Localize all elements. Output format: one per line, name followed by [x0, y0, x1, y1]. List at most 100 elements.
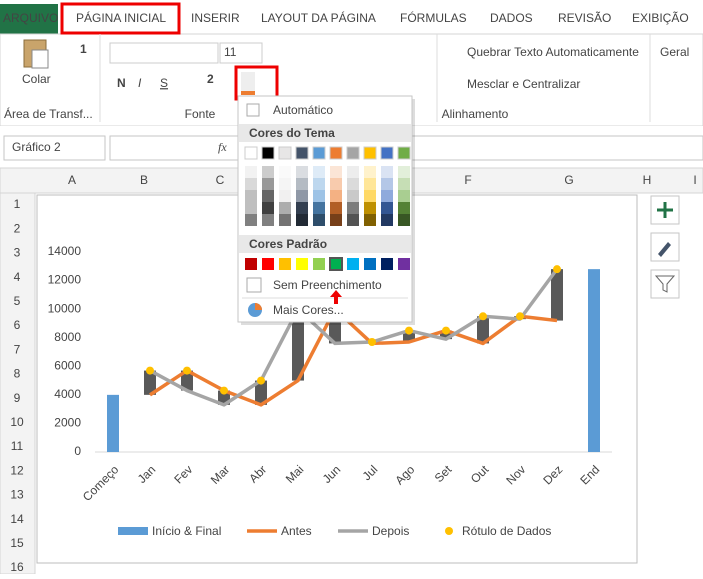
- formula-label: fx: [218, 140, 227, 154]
- theme-shade-swatch[interactable]: [364, 178, 376, 190]
- standard-swatch[interactable]: [279, 258, 291, 270]
- theme-shade-swatch[interactable]: [245, 166, 257, 178]
- ribbon-tab[interactable]: DADOS: [490, 11, 533, 25]
- row-header: 11: [11, 439, 24, 453]
- ribbon-tab[interactable]: ARQUIVO: [3, 11, 58, 25]
- theme-swatch[interactable]: [346, 146, 360, 160]
- theme-shade-swatch[interactable]: [296, 166, 308, 178]
- theme-shade-swatch[interactable]: [245, 202, 257, 214]
- standard-swatch[interactable]: [313, 258, 325, 270]
- theme-shade-swatch[interactable]: [330, 190, 342, 202]
- automatic-swatch: [246, 103, 260, 117]
- theme-swatch[interactable]: [329, 146, 343, 160]
- theme-shade-swatch[interactable]: [313, 202, 325, 214]
- theme-shade-swatch[interactable]: [381, 178, 393, 190]
- underline-button[interactable]: S: [160, 76, 168, 90]
- data-label-dot: [405, 326, 413, 335]
- standard-swatch[interactable]: [364, 258, 376, 270]
- theme-shade-swatch[interactable]: [364, 214, 376, 226]
- theme-shade-swatch[interactable]: [262, 214, 274, 226]
- theme-swatch[interactable]: [261, 146, 275, 160]
- theme-swatch[interactable]: [278, 146, 292, 160]
- theme-shade-swatch[interactable]: [313, 178, 325, 190]
- theme-shade-swatch[interactable]: [313, 190, 325, 202]
- font-size[interactable]: 11: [224, 45, 237, 59]
- theme-shade-swatch[interactable]: [364, 166, 376, 178]
- theme-shade-swatch[interactable]: [296, 178, 308, 190]
- fill-color-button[interactable]: [241, 72, 255, 94]
- y-tick-label: 14000: [48, 244, 82, 258]
- ribbon-tab[interactable]: INSERIR: [191, 11, 240, 25]
- theme-shade-swatch[interactable]: [398, 178, 410, 190]
- theme-shade-swatch[interactable]: [279, 202, 291, 214]
- automatic-option[interactable]: Automático: [273, 103, 333, 117]
- no-fill-option[interactable]: Sem Preenchimento: [273, 278, 382, 292]
- theme-shade-swatch[interactable]: [313, 166, 325, 178]
- theme-shade-swatch[interactable]: [296, 202, 308, 214]
- standard-swatch[interactable]: [398, 258, 410, 270]
- ribbon-tab[interactable]: REVISÃO: [558, 11, 611, 25]
- theme-shade-swatch[interactable]: [330, 178, 342, 190]
- theme-shade-swatch[interactable]: [381, 202, 393, 214]
- name-box[interactable]: [3, 135, 106, 161]
- theme-shade-swatch[interactable]: [279, 166, 291, 178]
- theme-swatch[interactable]: [244, 146, 258, 160]
- italic-button[interactable]: I: [138, 76, 142, 90]
- standard-swatch[interactable]: [381, 258, 393, 270]
- theme-shade-swatch[interactable]: [279, 214, 291, 226]
- theme-shade-swatch[interactable]: [364, 190, 376, 202]
- line-series: [149, 268, 559, 407]
- paste-label[interactable]: Colar: [22, 72, 51, 86]
- more-colors-option[interactable]: Mais Cores...: [273, 303, 344, 317]
- theme-swatch[interactable]: [295, 146, 309, 160]
- theme-shade-swatch[interactable]: [398, 190, 410, 202]
- theme-shade-swatch[interactable]: [381, 214, 393, 226]
- theme-swatch[interactable]: [363, 146, 377, 160]
- ribbon-tab[interactable]: LAYOUT DA PÁGINA: [261, 10, 376, 25]
- merge-button[interactable]: Mesclar e Centralizar: [467, 77, 580, 91]
- theme-shade-swatch[interactable]: [364, 202, 376, 214]
- font-name-box[interactable]: [109, 42, 219, 64]
- theme-shade-swatch[interactable]: [347, 202, 359, 214]
- theme-shade-swatch[interactable]: [398, 214, 410, 226]
- ribbon-tab[interactable]: FÓRMULAS: [400, 10, 467, 25]
- theme-shade-swatch[interactable]: [262, 166, 274, 178]
- standard-swatch[interactable]: [296, 258, 308, 270]
- theme-shade-swatch[interactable]: [313, 214, 325, 226]
- theme-swatch[interactable]: [397, 146, 411, 160]
- theme-shade-swatch[interactable]: [330, 202, 342, 214]
- theme-shade-swatch[interactable]: [330, 166, 342, 178]
- theme-swatch[interactable]: [312, 146, 326, 160]
- theme-shade-swatch[interactable]: [398, 166, 410, 178]
- theme-shade-swatch[interactable]: [279, 190, 291, 202]
- ribbon-tab[interactable]: PÁGINA INICIAL: [76, 10, 166, 25]
- theme-shade-swatch[interactable]: [296, 214, 308, 226]
- theme-shade-swatch[interactable]: [347, 166, 359, 178]
- standard-swatch[interactable]: [329, 257, 343, 271]
- number-format[interactable]: Geral: [660, 45, 689, 59]
- theme-shade-swatch[interactable]: [245, 178, 257, 190]
- theme-shade-swatch[interactable]: [262, 190, 274, 202]
- theme-shade-swatch[interactable]: [381, 190, 393, 202]
- theme-shade-swatch[interactable]: [262, 178, 274, 190]
- theme-swatch[interactable]: [380, 146, 394, 160]
- theme-shade-swatch[interactable]: [347, 190, 359, 202]
- bold-button[interactable]: N: [117, 76, 126, 90]
- theme-shade-swatch[interactable]: [262, 202, 274, 214]
- theme-shade-swatch[interactable]: [330, 214, 342, 226]
- name-box-text[interactable]: Gráfico 2: [12, 140, 61, 154]
- theme-shade-swatch[interactable]: [296, 190, 308, 202]
- theme-shade-swatch[interactable]: [381, 166, 393, 178]
- standard-swatch[interactable]: [347, 258, 359, 270]
- theme-shade-swatch[interactable]: [245, 214, 257, 226]
- standard-swatch[interactable]: [262, 258, 274, 270]
- ribbon-tab[interactable]: EXIBIÇÃO: [632, 11, 689, 25]
- font-size-box[interactable]: [219, 42, 263, 64]
- theme-shade-swatch[interactable]: [347, 214, 359, 226]
- theme-shade-swatch[interactable]: [347, 178, 359, 190]
- wrap-text-button[interactable]: Quebrar Texto Automaticamente: [467, 45, 639, 59]
- theme-shade-swatch[interactable]: [398, 202, 410, 214]
- theme-shade-swatch[interactable]: [279, 178, 291, 190]
- theme-shade-swatch[interactable]: [245, 190, 257, 202]
- standard-swatch[interactable]: [245, 258, 257, 270]
